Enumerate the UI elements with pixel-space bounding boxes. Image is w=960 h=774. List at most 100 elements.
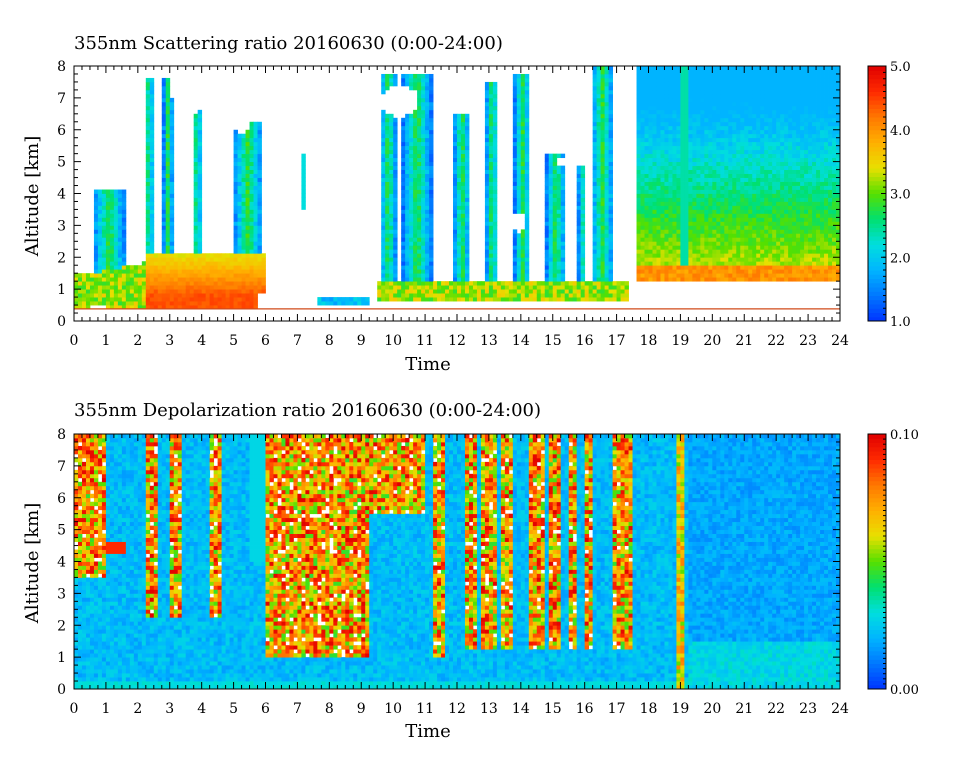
scattering-ratio-heatmap-cell (258, 201, 262, 205)
scattering-ratio-heatmap-cell (194, 225, 198, 229)
scattering-ratio-heatmap-cell (214, 293, 218, 297)
scattering-ratio-heatmap-cell (250, 265, 254, 269)
scattering-ratio-heatmap-cell (513, 249, 517, 253)
scattering-ratio-heatmap-cell (708, 142, 712, 146)
scattering-ratio-heatmap-cell (609, 245, 613, 249)
scattering-ratio-heatmap-cell (393, 146, 397, 150)
scattering-ratio-heatmap-cell (393, 281, 397, 285)
scattering-ratio-heatmap-cell (238, 138, 242, 142)
scattering-ratio-heatmap-cell (704, 261, 708, 265)
scattering-ratio-heatmap-cell (724, 265, 728, 269)
scattering-ratio-heatmap-cell (748, 213, 752, 217)
scattering-ratio-heatmap-cell (768, 209, 772, 213)
scattering-ratio-heatmap-cell (720, 98, 724, 102)
scattering-ratio-heatmap-cell (166, 190, 170, 194)
scattering-ratio-heatmap-cell (557, 205, 561, 209)
scattering-ratio-heatmap-cell (688, 213, 692, 217)
scattering-ratio-heatmap-cell (174, 261, 178, 265)
scattering-ratio-heatmap-cell (656, 94, 660, 98)
scattering-ratio-heatmap-cell (740, 102, 744, 106)
scattering-ratio-heatmap-cell (724, 126, 728, 130)
scattering-ratio-heatmap-cell (724, 74, 728, 78)
scattering-ratio-heatmap-cell (166, 197, 170, 201)
scattering-ratio-heatmap-cell (401, 221, 405, 225)
scattering-ratio-heatmap-cell (664, 245, 668, 249)
scattering-ratio-heatmap-cell (146, 78, 150, 82)
scattering-ratio-heatmap-cell (98, 261, 102, 265)
scattering-ratio-heatmap-cell (461, 209, 465, 213)
scattering-ratio-heatmap-cell (593, 201, 597, 205)
scattering-ratio-heatmap-cell (601, 154, 605, 158)
scattering-ratio-heatmap-cell (609, 98, 613, 102)
scattering-ratio-heatmap-cell (656, 197, 660, 201)
scattering-ratio-heatmap-cell (664, 233, 668, 237)
scattering-ratio-heatmap-cell (740, 209, 744, 213)
scattering-ratio-heatmap-cell (413, 182, 417, 186)
scattering-ratio-heatmap-cell (601, 86, 605, 90)
scattering-ratio-heatmap-cell (609, 86, 613, 90)
scattering-ratio-heatmap-cell (545, 201, 549, 205)
scattering-ratio-heatmap-cell (609, 229, 613, 233)
scattering-ratio-heatmap-cell (736, 225, 740, 229)
scattering-ratio-heatmap-cell (609, 241, 613, 245)
scattering-ratio-heatmap-cell (748, 225, 752, 229)
scattering-ratio-heatmap-cell (417, 205, 421, 209)
scattering-ratio-heatmap-cell (429, 209, 433, 213)
scattering-ratio-heatmap-cell (684, 277, 688, 281)
scattering-ratio-heatmap-cell (605, 229, 609, 233)
scattering-ratio-heatmap-cell (764, 217, 768, 221)
scattering-ratio-heatmap-cell (238, 174, 242, 178)
scattering-ratio-heatmap-cell (86, 281, 90, 285)
scattering-ratio-heatmap-cell (94, 194, 98, 198)
scattering-ratio-heatmap-cell (493, 142, 497, 146)
scattering-ratio-heatmap-cell (421, 269, 425, 273)
scattering-ratio-heatmap-cell (166, 205, 170, 209)
scattering-ratio-heatmap-cell (752, 106, 756, 110)
scattering-ratio-heatmap-cell (98, 297, 102, 301)
scattering-ratio-heatmap-cell (704, 126, 708, 130)
scattering-ratio-heatmap-cell (684, 217, 688, 221)
scattering-ratio-heatmap-cell (601, 150, 605, 154)
scattering-ratio-heatmap-cell (664, 150, 668, 154)
scattering-ratio-heatmap-cell (242, 289, 246, 293)
scattering-ratio-heatmap-cell (425, 253, 429, 257)
scattering-ratio-heatmap-cell (417, 237, 421, 241)
scattering-ratio-heatmap-cell (234, 182, 238, 186)
scattering-ratio-heatmap-cell (102, 237, 106, 241)
scattering-ratio-heatmap-cell (393, 257, 397, 261)
scattering-ratio-heatmap-cell (210, 269, 214, 273)
scattering-ratio-heatmap-cell (258, 178, 262, 182)
scattering-ratio-panel: 355nm Scattering ratio 20160630 (0:00-24… (22, 33, 911, 375)
scattering-ratio-heatmap-cell (716, 78, 720, 82)
scattering-ratio-heatmap-cell (760, 126, 764, 130)
scattering-ratio-heatmap-cell (449, 285, 453, 289)
scattering-ratio-heatmap-cell (728, 249, 732, 253)
scattering-ratio-heatmap-cell (708, 265, 712, 269)
scattering-ratio-heatmap-cell (597, 293, 601, 297)
scattering-ratio-heatmap-cell (505, 285, 509, 289)
scattering-ratio-heatmap-cell (118, 281, 122, 285)
scattering-ratio-heatmap-cell (736, 114, 740, 118)
scattering-ratio-heatmap-cell (190, 269, 194, 273)
scattering-ratio-heatmap-cell (756, 150, 760, 154)
scattering-ratio-heatmap-cell (660, 197, 664, 201)
scattering-ratio-heatmap-cell (106, 194, 110, 198)
scattering-ratio-heatmap-cell (672, 277, 676, 281)
scattering-ratio-heatmap-cell (736, 237, 740, 241)
scattering-ratio-heatmap-cell (617, 281, 621, 285)
scattering-ratio-heatmap-cell (218, 269, 222, 273)
scattering-ratio-heatmap-cell (764, 269, 768, 273)
scattering-ratio-heatmap-cell (720, 162, 724, 166)
scattering-ratio-heatmap-cell (601, 190, 605, 194)
scattering-ratio-heatmap-cell (557, 289, 561, 293)
scattering-ratio-heatmap-cell (485, 138, 489, 142)
scattering-ratio-heatmap-cell (114, 190, 118, 194)
scattering-ratio-heatmap-cell (405, 118, 409, 122)
scattering-ratio-heatmap-cell (680, 142, 684, 146)
scattering-ratio-heatmap-cell (692, 118, 696, 122)
scattering-ratio-heatmap-cell (114, 261, 118, 265)
scattering-ratio-heatmap-cell (301, 201, 305, 205)
scattering-ratio-heatmap-cell (641, 150, 645, 154)
scattering-ratio-heatmap-cell (246, 138, 250, 142)
scattering-ratio-heatmap-cell (489, 162, 493, 166)
